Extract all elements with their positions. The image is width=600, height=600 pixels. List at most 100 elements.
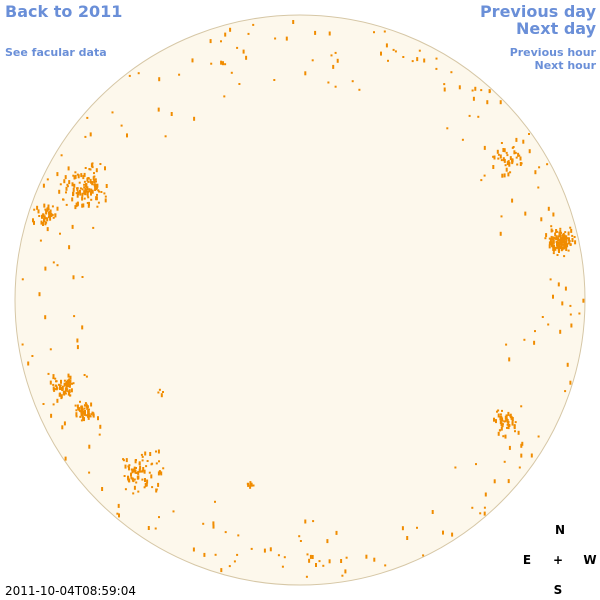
facula [98,433,101,436]
facula [263,548,266,553]
facula [528,133,530,135]
facula [373,557,376,562]
facula [556,254,559,256]
facula [81,192,84,197]
facula [76,338,79,343]
facula [553,237,556,240]
facula [54,384,57,387]
facula [97,416,99,421]
facula [518,466,521,469]
facula [210,62,213,65]
previous-day-link[interactable]: Previous day [480,2,597,21]
facula [147,526,150,530]
facula [523,338,526,341]
facula [52,377,55,380]
facula [555,235,558,240]
facula [571,238,574,242]
facula [558,238,561,241]
facula [77,174,80,179]
facula [564,390,567,393]
facula [122,459,125,462]
facula [507,160,510,165]
facula [446,127,449,130]
facula [551,236,554,241]
facula [71,197,74,202]
facula [537,435,540,438]
timestamp: 2011-10-04T08:59:04 [5,584,136,598]
facula [56,264,59,267]
facular-link[interactable]: See facular data [5,46,107,59]
facula [573,236,576,238]
facula [513,425,516,430]
facula [67,373,70,378]
facula [90,402,93,407]
facula [79,400,81,403]
next-day-link[interactable]: Next day [516,19,597,38]
facula [507,172,510,177]
facula [72,174,75,177]
facula [49,348,52,351]
facula [500,215,503,218]
facula [505,151,508,154]
facula [223,95,226,98]
facula [493,479,496,484]
facula [435,67,438,70]
facula [269,547,272,552]
facula [556,241,559,244]
facula [87,190,90,193]
facula [480,179,483,182]
facula [154,527,157,530]
facula [49,380,52,385]
facula [483,511,486,516]
facula [91,164,94,167]
facula [81,203,84,208]
facula [178,73,181,76]
facula [62,390,65,395]
facula [63,379,66,382]
back-link[interactable]: Back to 2011 [5,2,122,21]
facula [84,410,86,412]
facula [61,425,64,430]
facula [135,467,137,469]
faculae [21,20,585,578]
facula [88,168,91,171]
facula [164,135,167,138]
facula [144,482,147,487]
facula [468,114,471,117]
facula [65,381,68,386]
facula [318,560,321,563]
facula [143,469,146,474]
facula [145,482,148,487]
facula [499,413,502,416]
facula [89,178,92,183]
facula [63,179,66,184]
facula [83,183,86,186]
facula [547,323,550,326]
facula [451,532,454,537]
next-hour-link[interactable]: Next hour [535,59,597,72]
facula [500,415,503,420]
facula [480,89,483,92]
facula [127,465,130,468]
facula [44,217,47,220]
facula [73,183,76,188]
facula [146,479,149,484]
facula [328,559,331,564]
facula [418,49,421,52]
facula [79,415,82,418]
facula [569,380,572,385]
facula [559,247,562,250]
facula [554,232,557,235]
facula [75,415,78,418]
previous-hour-link[interactable]: Previous hour [510,46,597,59]
facula [127,476,130,481]
facula [568,237,570,242]
facula [158,388,161,391]
facula [570,228,573,233]
facula [60,388,62,390]
facula [327,81,330,84]
facula [250,482,253,487]
facula [91,181,94,186]
facula [68,180,71,185]
facula [515,137,518,142]
